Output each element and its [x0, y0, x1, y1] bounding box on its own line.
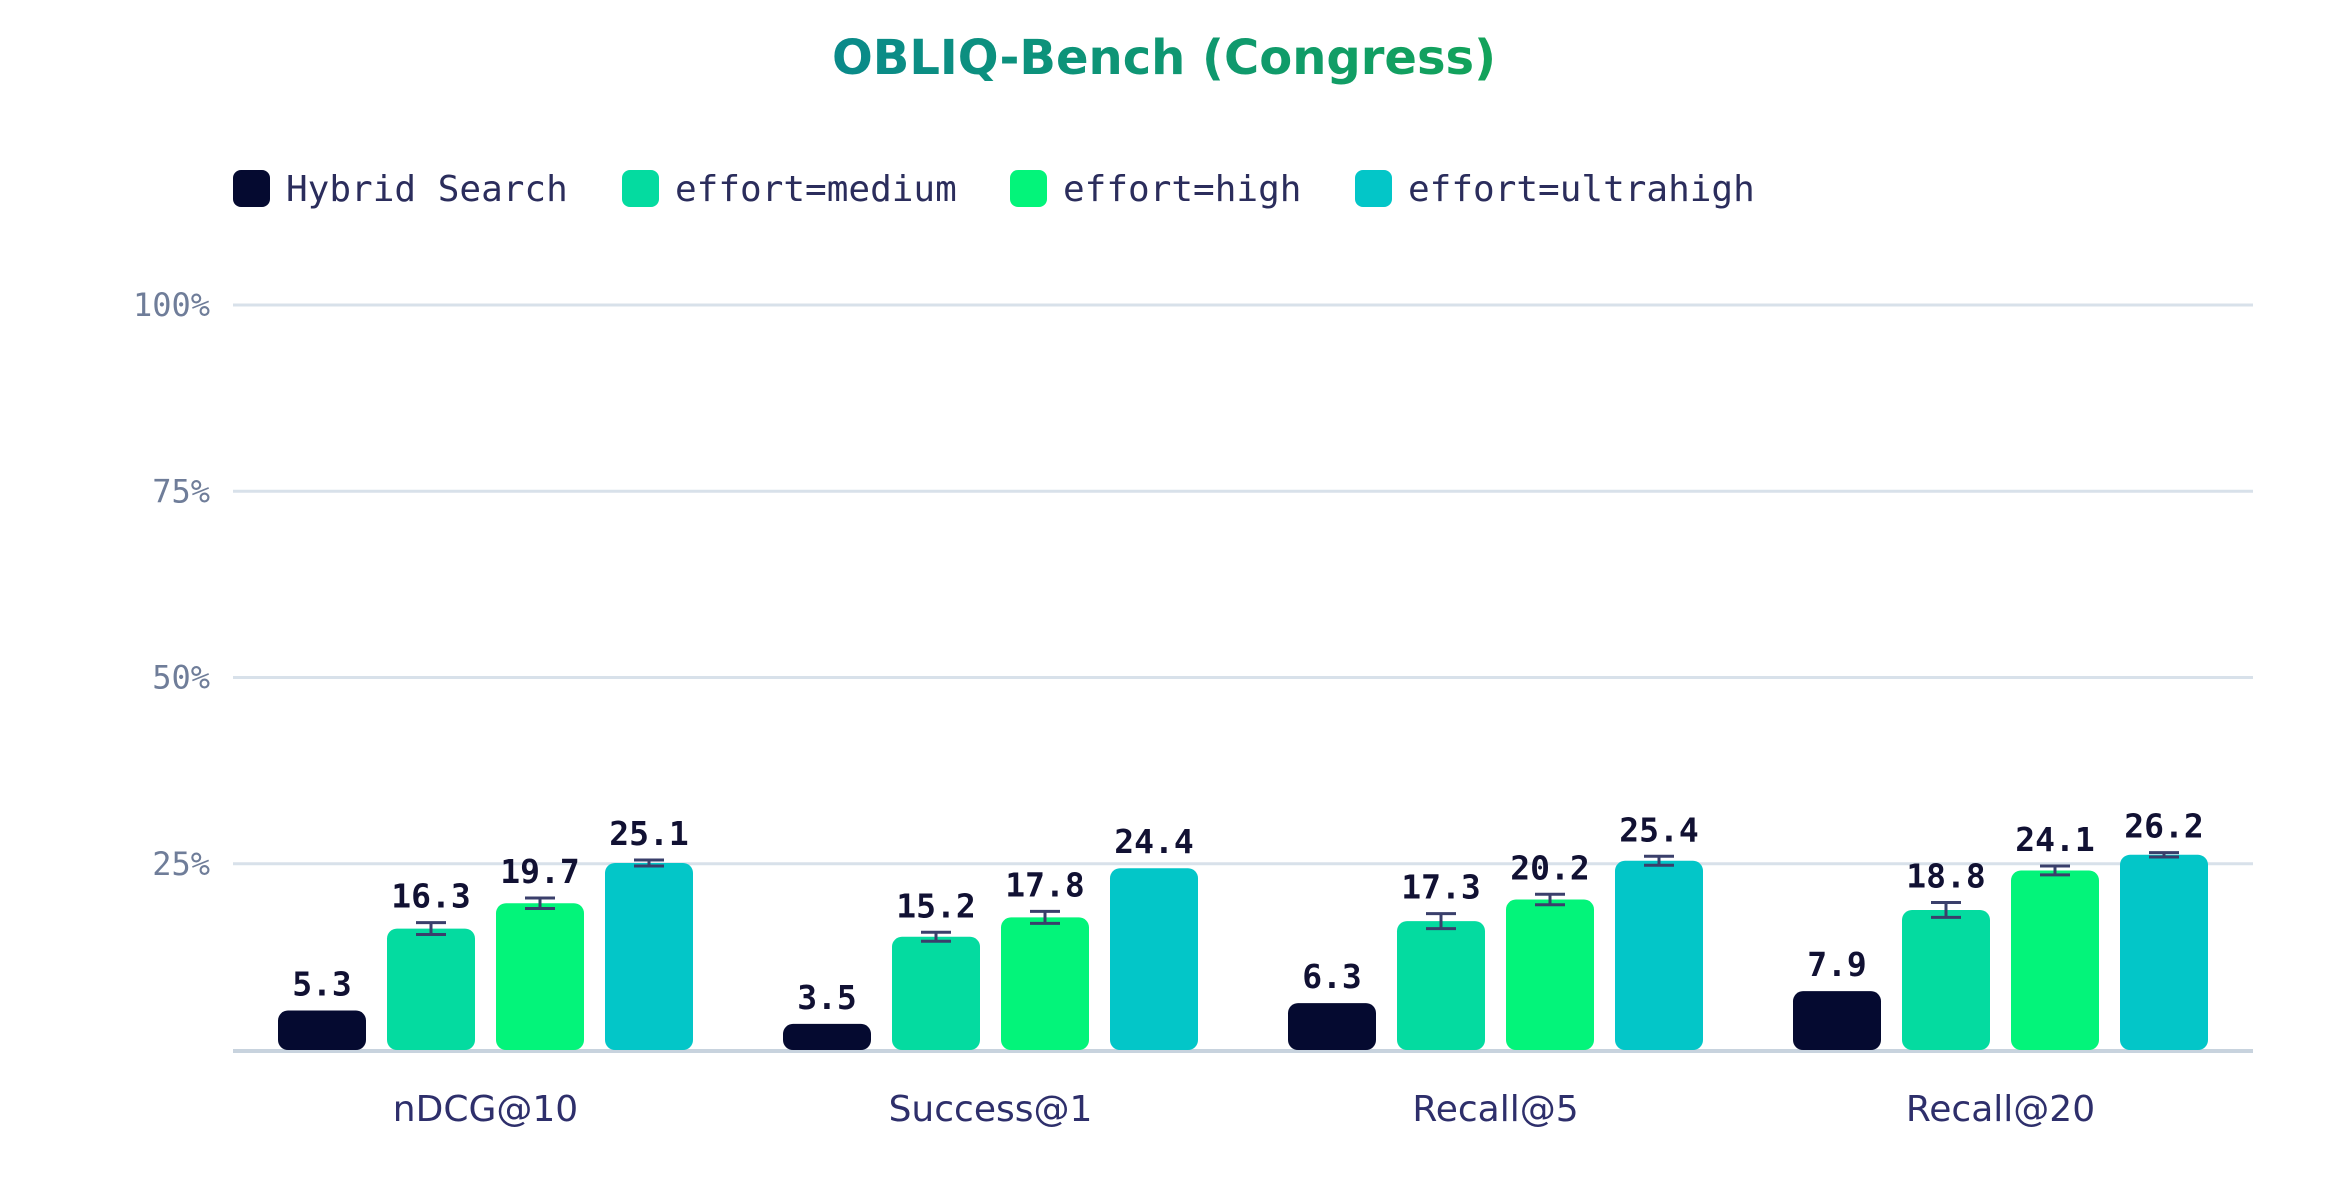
- legend-swatch: [622, 170, 659, 207]
- legend-item[interactable]: effort=high: [1010, 169, 1301, 210]
- data-label: 18.8: [1906, 856, 1985, 895]
- error-bar: [921, 930, 951, 943]
- bar[interactable]: [605, 863, 693, 1050]
- bar[interactable]: [1902, 909, 1990, 1050]
- error-bar: [1931, 900, 1961, 919]
- bar-group: 3.5 15.2 17.8 24.4: [783, 822, 1198, 1050]
- bar[interactable]: [783, 1023, 871, 1050]
- data-label: 17.3: [1401, 868, 1480, 907]
- data-label: 25.1: [609, 814, 688, 853]
- y-axis-ticks: 25% 50% 75% 100%: [133, 286, 210, 883]
- data-label: 19.7: [500, 852, 579, 891]
- bar-group: 7.9 18.8 24.1 26.2: [1793, 807, 2208, 1050]
- legend-label: effort=ultrahigh: [1408, 169, 1755, 210]
- bar[interactable]: [1506, 899, 1594, 1050]
- bar[interactable]: [387, 928, 475, 1050]
- x-tick-label: Recall@20: [1906, 1089, 2095, 1130]
- bar[interactable]: [892, 936, 980, 1050]
- legend-swatch: [233, 170, 270, 207]
- error-bar: [1030, 909, 1060, 925]
- error-bar: [1644, 854, 1674, 867]
- bar[interactable]: [1615, 860, 1703, 1050]
- bar[interactable]: [1793, 991, 1881, 1050]
- x-tick-label: Success@1: [889, 1089, 1093, 1130]
- bar[interactable]: [1001, 917, 1089, 1050]
- bar-group: 5.3 16.3 19.7 25.1: [278, 814, 693, 1050]
- data-label: 3.5: [797, 978, 857, 1017]
- error-bar: [1535, 892, 1565, 907]
- error-bar: [2149, 851, 2179, 859]
- legend-label: effort=high: [1063, 169, 1301, 210]
- data-label: 24.4: [1114, 822, 1193, 861]
- data-label: 20.2: [1510, 848, 1589, 887]
- data-label: 6.3: [1302, 957, 1362, 996]
- x-tick-label: nDCG@10: [393, 1089, 578, 1130]
- y-tick-label: 25%: [152, 845, 210, 883]
- error-bar: [634, 858, 664, 868]
- error-bar: [525, 896, 555, 910]
- x-axis-labels: nDCG@10 Success@1 Recall@5 Recall@20: [393, 1089, 2095, 1130]
- legend-swatch: [1355, 170, 1392, 207]
- data-label: 25.4: [1619, 810, 1698, 849]
- legend-label: Hybrid Search: [286, 169, 568, 210]
- legend-label: effort=medium: [675, 169, 957, 210]
- chart-title: OBLIQ-Bench (Congress): [832, 30, 1496, 86]
- x-tick-label: Recall@5: [1412, 1089, 1578, 1130]
- bars: 5.3 16.3 19.7 25.1 3.5 15.2 17.8 24.4 6.3 17.3 20.…: [278, 807, 2208, 1050]
- legend-item[interactable]: effort=medium: [622, 169, 957, 210]
- data-label: 5.3: [292, 965, 352, 1004]
- data-label: 24.1: [2015, 820, 2094, 859]
- bar[interactable]: [278, 1010, 366, 1050]
- data-label: 15.2: [896, 886, 975, 925]
- y-tick-label: 100%: [133, 286, 210, 324]
- legend-item[interactable]: Hybrid Search: [233, 169, 568, 210]
- bar-group: 6.3 17.3 20.2 25.4: [1288, 810, 1703, 1050]
- y-tick-label: 75%: [152, 472, 210, 510]
- legend: Hybrid Search effort=medium effort=high eff…: [233, 169, 1755, 210]
- bar[interactable]: [1288, 1003, 1376, 1050]
- data-label: 16.3: [391, 877, 470, 916]
- y-tick-label: 50%: [152, 659, 210, 697]
- data-label: 17.8: [1005, 865, 1084, 904]
- data-label: 7.9: [1807, 945, 1867, 984]
- bar[interactable]: [2120, 854, 2208, 1050]
- error-bar: [416, 921, 446, 937]
- legend-item[interactable]: effort=ultrahigh: [1355, 169, 1755, 210]
- bar[interactable]: [1397, 921, 1485, 1050]
- legend-swatch: [1010, 170, 1047, 207]
- error-bar: [1426, 912, 1456, 931]
- data-label: 26.2: [2124, 807, 2203, 846]
- error-bar: [2040, 864, 2070, 877]
- bar[interactable]: [2011, 870, 2099, 1050]
- bar[interactable]: [496, 903, 584, 1050]
- bar[interactable]: [1110, 868, 1198, 1050]
- gridlines: [233, 303, 2253, 1053]
